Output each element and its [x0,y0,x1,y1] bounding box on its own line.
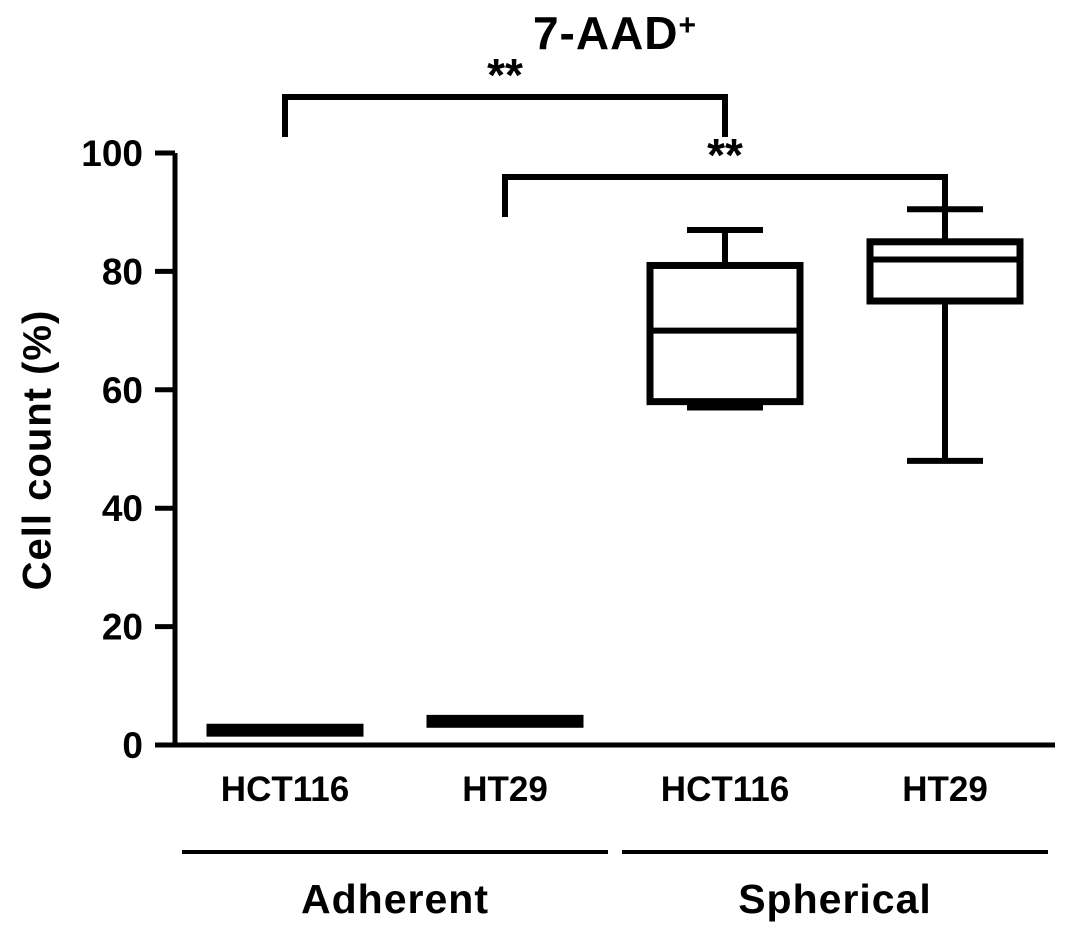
sig-label: ** [487,49,523,101]
category-label: HT29 [462,770,548,809]
category-label: HCT116 [221,770,349,809]
y-tick-label: 0 [122,725,143,766]
y-tick-label: 80 [102,251,143,292]
y-tick-label: 20 [102,607,143,648]
chart-title-text: 7-AAD [532,7,679,59]
group-label: Adherent [301,876,489,922]
y-tick-label: 40 [102,488,143,529]
category-label: HCT116 [661,770,789,809]
box [866,238,1024,305]
category-label: HT29 [902,770,988,809]
y-tick-label: 100 [81,133,143,174]
y-tick-label: 60 [102,370,143,411]
group-label: Spherical [738,876,932,922]
sig-label: ** [707,129,743,181]
chart-title-superscript: + [678,9,698,42]
chart-title: 7-AAD+ [175,6,1055,60]
